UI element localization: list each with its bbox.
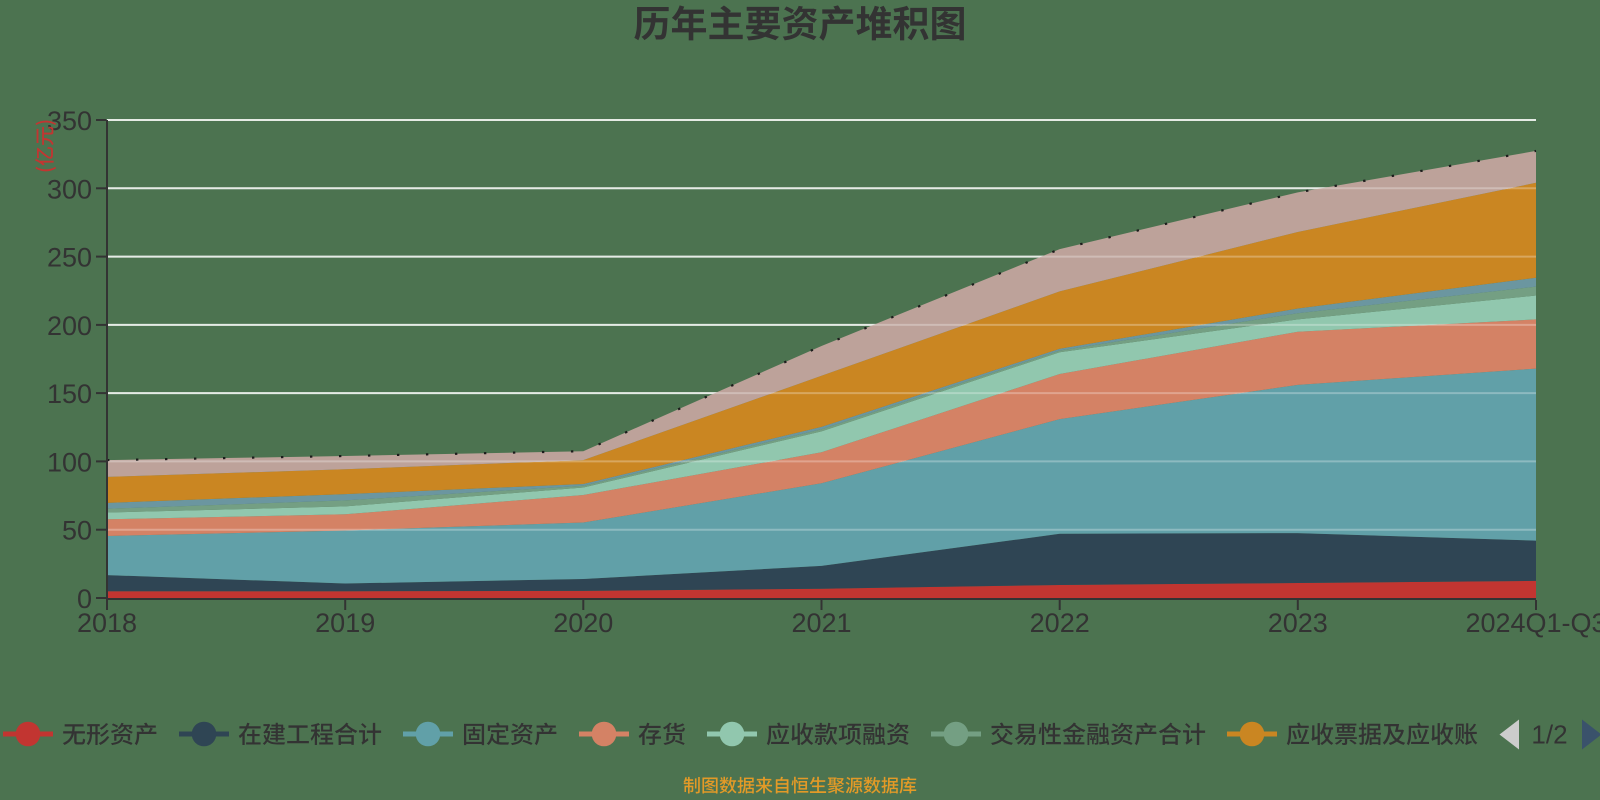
svg-text:200: 200 xyxy=(47,311,92,341)
svg-text:0: 0 xyxy=(77,584,92,614)
svg-text:2018: 2018 xyxy=(77,608,137,638)
svg-text:150: 150 xyxy=(47,379,92,409)
svg-text:2022: 2022 xyxy=(1030,608,1090,638)
svg-text:50: 50 xyxy=(62,516,92,546)
svg-text:100: 100 xyxy=(47,447,92,477)
svg-text:2019: 2019 xyxy=(315,608,375,638)
svg-text:300: 300 xyxy=(47,174,92,204)
svg-text:2020: 2020 xyxy=(553,608,613,638)
svg-text:350: 350 xyxy=(47,106,92,136)
svg-text:2023: 2023 xyxy=(1268,608,1328,638)
svg-text:2021: 2021 xyxy=(791,608,851,638)
svg-text:2024Q1-Q3: 2024Q1-Q3 xyxy=(1465,608,1600,638)
svg-text:1/2: 1/2 xyxy=(1531,720,1567,750)
svg-text:250: 250 xyxy=(47,243,92,273)
